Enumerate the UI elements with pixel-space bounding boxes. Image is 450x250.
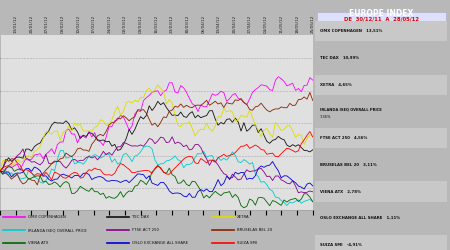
Text: OSLO EXCHANGE ALL SHARE: OSLO EXCHANGE ALL SHARE (132, 241, 189, 245)
Text: 03/02/12: 03/02/12 (61, 15, 64, 33)
Text: BRUSELAS BEL 20: BRUSELAS BEL 20 (237, 228, 272, 232)
Text: FTSE ACT 250: FTSE ACT 250 (132, 228, 159, 232)
Text: 23/03/12: 23/03/12 (170, 15, 174, 33)
Text: 25/05/12: 25/05/12 (311, 15, 315, 33)
Text: 04/05/12: 04/05/12 (264, 15, 268, 33)
FancyBboxPatch shape (315, 21, 447, 41)
Text: TEC DAX: TEC DAX (132, 215, 149, 219)
FancyBboxPatch shape (317, 12, 446, 26)
Text: 17/02/12: 17/02/12 (92, 15, 96, 33)
Text: 18/05/12: 18/05/12 (295, 15, 299, 33)
Text: 11/05/12: 11/05/12 (279, 15, 284, 33)
Text: 20/04/12: 20/04/12 (233, 15, 237, 33)
Text: XETRA: XETRA (237, 215, 249, 219)
Text: SUIZA SMI: SUIZA SMI (237, 241, 256, 245)
Text: 16/03/12: 16/03/12 (154, 15, 158, 33)
Text: IRLANDA ISEQ OVERALL PRICE: IRLANDA ISEQ OVERALL PRICE (28, 228, 87, 232)
FancyBboxPatch shape (315, 155, 447, 175)
Text: 13/04/12: 13/04/12 (217, 15, 221, 33)
FancyBboxPatch shape (315, 128, 447, 148)
Text: 27/04/12: 27/04/12 (248, 15, 252, 33)
Text: 02/03/12: 02/03/12 (123, 15, 127, 33)
Text: 27/01/12: 27/01/12 (45, 15, 49, 33)
FancyBboxPatch shape (315, 48, 447, 68)
Text: FTSE ACT 250   4,56%: FTSE ACT 250 4,56% (320, 136, 367, 140)
Text: OMX COPENHAGEN: OMX COPENHAGEN (28, 215, 66, 219)
Text: OSLO EXCHANGE ALL SHARE   1,11%: OSLO EXCHANGE ALL SHARE 1,11% (320, 216, 400, 220)
Text: 06/12/11: 06/12/11 (0, 15, 2, 33)
Text: 10/02/12: 10/02/12 (76, 15, 80, 33)
FancyBboxPatch shape (315, 208, 447, 229)
Text: 24/02/12: 24/02/12 (108, 15, 112, 33)
Text: XETRA   4,65%: XETRA 4,65% (320, 83, 351, 87)
Text: SUIZA SMI   -4,91%: SUIZA SMI -4,91% (320, 243, 361, 247)
Text: 20/01/12: 20/01/12 (29, 15, 33, 33)
Text: 13/01/12: 13/01/12 (14, 15, 18, 33)
Text: DE  30/12/11  A  28/05/12: DE 30/12/11 A 28/05/12 (344, 16, 419, 21)
FancyBboxPatch shape (315, 235, 447, 250)
Text: TEC DAX   10,99%: TEC DAX 10,99% (320, 56, 359, 60)
Text: VIENA ATX   2,78%: VIENA ATX 2,78% (320, 190, 360, 194)
Text: 09/03/12: 09/03/12 (139, 15, 143, 33)
Text: EUROPE INDEX: EUROPE INDEX (349, 9, 414, 18)
Text: 06/04/12: 06/04/12 (201, 15, 205, 33)
Text: OMX COPENHAGEN   13,51%: OMX COPENHAGEN 13,51% (320, 29, 382, 33)
Text: 7,36%: 7,36% (320, 116, 331, 119)
FancyBboxPatch shape (315, 101, 447, 121)
Text: 30/03/12: 30/03/12 (186, 15, 189, 33)
Text: BRUSELAS BEL 20   3,11%: BRUSELAS BEL 20 3,11% (320, 163, 376, 167)
Text: VIENA ATX: VIENA ATX (28, 241, 49, 245)
FancyBboxPatch shape (315, 74, 447, 95)
Text: IRLANDA ISEQ OVERALL PRICE: IRLANDA ISEQ OVERALL PRICE (320, 108, 381, 112)
FancyBboxPatch shape (315, 182, 447, 202)
